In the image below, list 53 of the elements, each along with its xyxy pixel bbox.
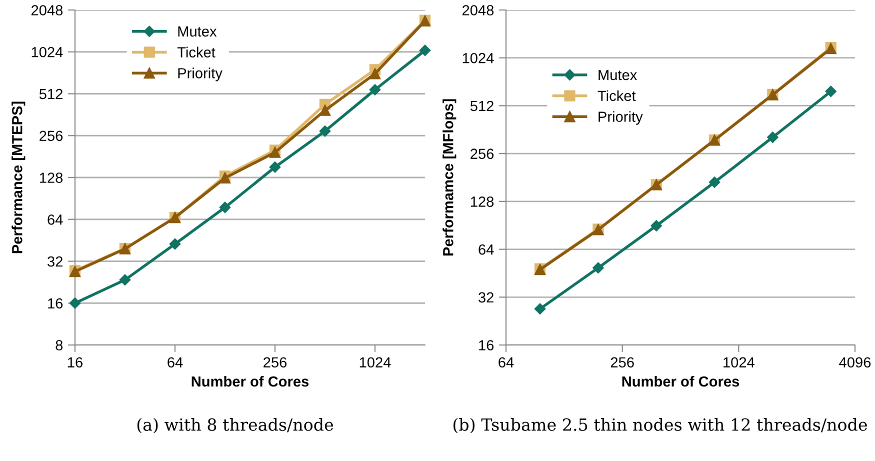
point	[219, 202, 231, 214]
point	[767, 132, 778, 143]
y-tick-label: 512	[470, 100, 494, 112]
point	[119, 274, 131, 286]
y-tick-label: 16	[48, 298, 63, 309]
x-tick-label: 1024	[724, 357, 754, 368]
point	[708, 176, 720, 188]
point	[319, 104, 331, 116]
x-axis-title: Number of Cores	[622, 376, 740, 387]
x-tick-label: 16	[68, 357, 82, 368]
x-tick-label: 64	[168, 357, 183, 368]
y-tick-label: 32	[478, 292, 494, 303]
y-tick-label: 512	[39, 88, 62, 100]
y-tick-label: 128	[40, 172, 63, 183]
legend-label: Ticket	[598, 90, 636, 102]
y-tick-label: 64	[478, 244, 494, 255]
point	[592, 262, 604, 274]
y-tick-label: 1024	[32, 46, 63, 58]
point	[169, 238, 181, 250]
x-tick-label: 64	[498, 357, 514, 368]
point	[369, 84, 381, 96]
y-tick-label: 128	[470, 196, 494, 207]
point	[69, 298, 81, 309]
point	[419, 44, 431, 56]
y-tick-label: 1024	[462, 52, 494, 64]
legend-label: Priority	[598, 111, 643, 125]
y-tick-label: 2048	[31, 5, 63, 16]
point	[269, 162, 281, 173]
legend-label: Mutex	[598, 70, 638, 80]
y-tick-label: 2048	[462, 5, 494, 16]
x-tick-label: 256	[610, 357, 634, 368]
text: (b) Tsubame 2.5 thin nodes with 12 threads/node	[453, 418, 867, 434]
y-tick-label: 32	[48, 256, 62, 267]
point	[825, 86, 836, 97]
x-axis-title: Number of Cores	[192, 376, 309, 387]
x-tick-label: 256	[264, 357, 287, 368]
y-tick-label: 16	[479, 340, 494, 350]
x-tick-label: 4096	[839, 357, 871, 368]
y-tick-label: 256	[40, 130, 63, 142]
y-axis-title: Performance [MTEPS]	[12, 102, 26, 254]
point	[319, 125, 331, 137]
legend-label: Priority	[178, 68, 222, 82]
y-tick-label: 64	[48, 214, 63, 225]
point	[650, 220, 662, 232]
x-tick-label: 1024	[360, 357, 391, 368]
point	[534, 303, 546, 314]
text: (a) with 8 threads/node	[137, 418, 334, 434]
y-tick-label: 8	[56, 340, 63, 350]
point	[369, 68, 381, 80]
y-axis-title: Performamce [MFlops]	[442, 99, 456, 256]
legend-label: Ticket	[177, 46, 216, 58]
y-tick-label: 256	[470, 148, 494, 159]
legend-label: Mutex	[178, 26, 217, 37]
